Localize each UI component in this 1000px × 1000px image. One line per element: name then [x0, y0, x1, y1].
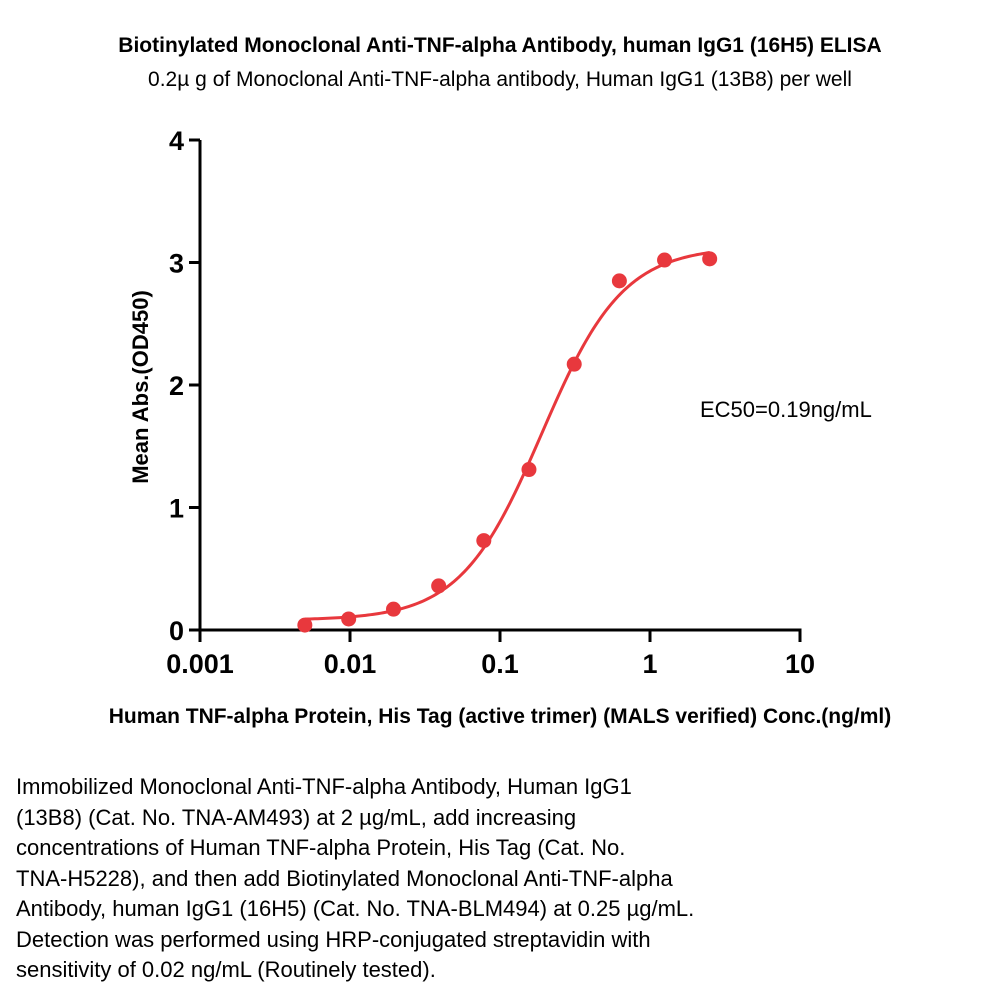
- fit-curve: [304, 251, 710, 621]
- caption-line: Antibody, human IgG1 (16H5) (Cat. No. TN…: [16, 896, 695, 921]
- x-tick-label: 10: [785, 649, 815, 679]
- ec50-annotation: EC50=0.19ng/mL: [700, 397, 872, 422]
- elisa-chart: 0 1 2 3 4 0.001 0.01 0.1 1 10 Mean Abs.(OD450) EC50…: [128, 126, 872, 679]
- data-point: [431, 578, 447, 594]
- chart-title: Biotinylated Monoclonal Anti-TNF-alpha A…: [118, 34, 882, 57]
- caption-line: sensitivity of 0.02 ng/mL (Routinely tes…: [16, 957, 436, 982]
- x-tick-label: 0.01: [324, 649, 377, 679]
- y-tick-label: 3: [169, 249, 184, 279]
- data-point: [341, 611, 357, 627]
- data-point: [611, 273, 627, 289]
- figure-caption: Immobilized Monoclonal Anti-TNF-alpha An…: [16, 772, 916, 986]
- data-point: [521, 462, 537, 478]
- y-tick-label: 1: [169, 494, 184, 524]
- x-tick-label: 0.001: [166, 649, 234, 679]
- data-point: [297, 617, 313, 633]
- x-axis-label: Human TNF-alpha Protein, His Tag (active…: [108, 705, 892, 728]
- chart-subtitle: 0.2µ g of Monoclonal Anti-TNF-alpha anti…: [148, 68, 852, 91]
- data-point: [702, 251, 718, 267]
- data-point: [476, 533, 492, 549]
- caption-line: concentrations of Human TNF-alpha Protei…: [16, 835, 626, 860]
- y-tick-label: 0: [169, 616, 184, 646]
- caption-line: (13B8) (Cat. No. TNA-AM493) at 2 µg/mL, …: [16, 804, 577, 830]
- caption-line: TNA-H5228), and then add Biotinylated Mo…: [16, 865, 673, 891]
- data-point: [386, 601, 402, 617]
- y-axis-label: Mean Abs.(OD450): [128, 290, 153, 484]
- y-tick-label: 4: [169, 126, 184, 156]
- x-tick-label: 0.1: [481, 649, 519, 679]
- data-point: [566, 356, 582, 372]
- caption-line: Detection was performed using HRP-conjug…: [16, 926, 651, 952]
- caption-line: Immobilized Monoclonal Anti-TNF-alpha An…: [16, 774, 632, 799]
- y-tick-label: 2: [169, 371, 184, 401]
- data-point: [657, 252, 673, 268]
- x-tick-label: 1: [642, 649, 657, 679]
